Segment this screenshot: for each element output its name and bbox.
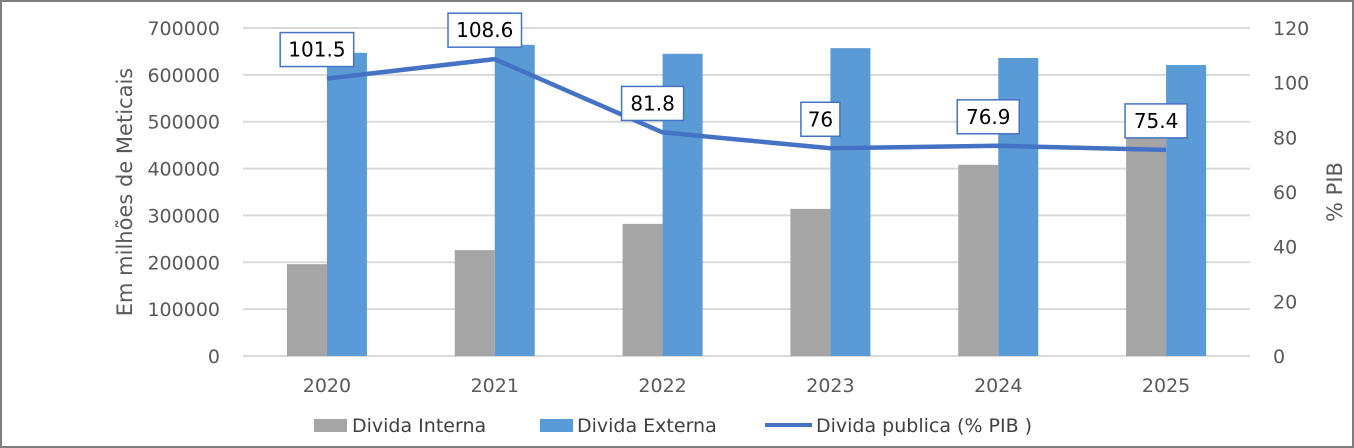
y-tick-label: 500000 [147, 112, 220, 134]
line-series [326, 56, 1167, 153]
x-tick-label: 2025 [1142, 375, 1190, 397]
data-label-box [620, 85, 685, 122]
y2-tick-label: 60 [1273, 182, 1297, 204]
y-axis-title: Em milhões de Meticais [113, 68, 137, 316]
y2-tick-label: 80 [1273, 127, 1297, 149]
bar-divida-interna [286, 264, 327, 356]
bar-divida-externa [830, 48, 871, 357]
x-tick-label: 2023 [806, 375, 854, 397]
y-axis-ticks: 0 100000 200000 300000 400000 500000 600000 700… [147, 18, 220, 368]
bar-divida-interna [454, 250, 495, 356]
x-tick-label: 2021 [471, 375, 519, 397]
y2-tick-label: 0 [1273, 346, 1285, 368]
bar-divida-interna [622, 223, 663, 356]
legend-swatch-interna [314, 419, 347, 432]
bar-divida-externa [326, 52, 367, 356]
legend-label-externa: Divida Externa [577, 415, 717, 437]
legend-label-publica: Divida publica (% PIB ) [816, 415, 1032, 437]
data-label: 81.8 [620, 85, 685, 122]
data-label: 108.6 [447, 12, 523, 48]
data-label: 75.4 [1124, 103, 1188, 139]
data-label-text: 81.8 [630, 91, 675, 115]
y2-tick-label: 120 [1273, 18, 1309, 40]
data-label-box [956, 99, 1020, 135]
y2-tick-label: 40 [1273, 237, 1297, 259]
legend: Divida Interna Divida Externa Divida pub… [314, 415, 1032, 437]
line-divida-publica [326, 56, 1167, 153]
bar-divida-interna [790, 208, 831, 356]
data-label-box [279, 31, 355, 68]
data-label-text: 75.4 [1134, 109, 1179, 133]
data-label-box [447, 12, 523, 48]
x-tick-label: 2022 [638, 375, 686, 397]
x-tick-label: 2024 [974, 375, 1022, 397]
y-tick-label: 300000 [147, 205, 220, 227]
y-tick-label: 0 [208, 346, 220, 368]
gridlines [243, 27, 1250, 357]
y-tick-label: 600000 [147, 65, 220, 87]
data-label-box [1124, 103, 1188, 139]
bar-divida-interna [1126, 133, 1167, 356]
y-tick-label: 700000 [147, 18, 220, 40]
data-label-text: 101.5 [288, 38, 345, 62]
data-label-text: 76 [808, 107, 833, 131]
y-tick-label: 200000 [147, 252, 220, 274]
bar-divida-interna [958, 164, 999, 356]
y-tick-label: 100000 [147, 299, 220, 321]
x-axis-ticks: 2020 2021 2022 2023 2024 2025 [303, 375, 1191, 397]
bar-divida-externa [494, 44, 535, 357]
legend-label-interna: Divida Interna [352, 415, 486, 437]
data-label: 76.9 [956, 99, 1020, 135]
data-label-text: 76.9 [966, 105, 1011, 129]
y2-tick-label: 20 [1273, 291, 1297, 313]
data-label: 101.5 [279, 31, 355, 68]
y-tick-label: 400000 [147, 159, 220, 181]
data-labels: 101.5 108.6 81.8 76 76.9 75.4 [279, 12, 1188, 139]
legend-swatch-externa [540, 419, 573, 432]
bars [286, 44, 1207, 357]
data-label-text: 108.6 [456, 18, 513, 42]
y2-axis-ticks: 0 20 40 60 80 100 120 [1273, 18, 1309, 368]
y2-axis-title: % PIB [1323, 162, 1347, 222]
data-label-box [800, 101, 841, 138]
x-tick-label: 2020 [303, 375, 351, 397]
data-label: 76 [800, 101, 841, 138]
y2-tick-label: 100 [1273, 73, 1309, 95]
